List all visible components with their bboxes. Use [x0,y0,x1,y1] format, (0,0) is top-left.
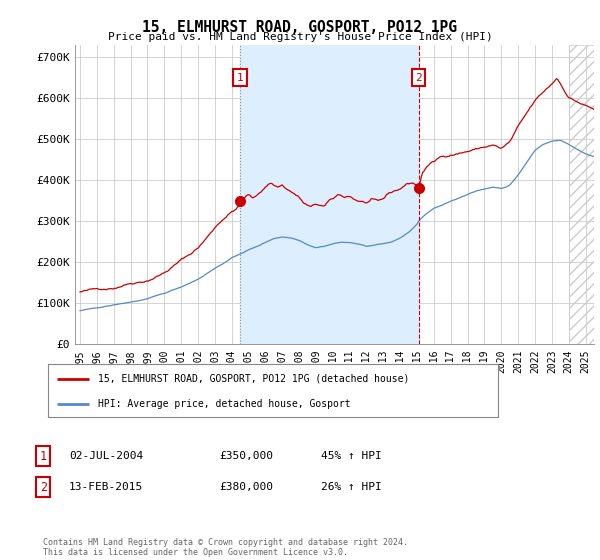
Text: HPI: Average price, detached house, Gosport: HPI: Average price, detached house, Gosp… [97,399,350,409]
Text: 15, ELMHURST ROAD, GOSPORT, PO12 1PG: 15, ELMHURST ROAD, GOSPORT, PO12 1PG [143,20,458,35]
Text: 1: 1 [237,73,244,83]
Text: 1: 1 [40,450,47,463]
Text: £380,000: £380,000 [219,482,273,492]
Text: 2: 2 [40,480,47,494]
Text: Contains HM Land Registry data © Crown copyright and database right 2024.
This d: Contains HM Land Registry data © Crown c… [43,538,408,557]
Bar [240,45,419,344]
Text: £350,000: £350,000 [219,451,273,461]
Text: 26% ↑ HPI: 26% ↑ HPI [321,482,382,492]
Text: 15, ELMHURST ROAD, GOSPORT, PO12 1PG (detached house): 15, ELMHURST ROAD, GOSPORT, PO12 1PG (de… [97,374,409,384]
Text: 2: 2 [415,73,422,83]
Text: 02-JUL-2004: 02-JUL-2004 [69,451,143,461]
Text: 13-FEB-2015: 13-FEB-2015 [69,482,143,492]
Text: Price paid vs. HM Land Registry's House Price Index (HPI): Price paid vs. HM Land Registry's House … [107,32,493,42]
Text: 45% ↑ HPI: 45% ↑ HPI [321,451,382,461]
